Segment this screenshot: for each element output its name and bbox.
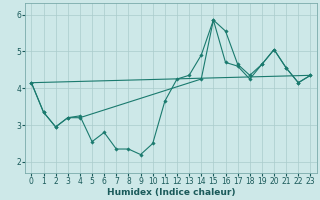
- X-axis label: Humidex (Indice chaleur): Humidex (Indice chaleur): [107, 188, 235, 197]
